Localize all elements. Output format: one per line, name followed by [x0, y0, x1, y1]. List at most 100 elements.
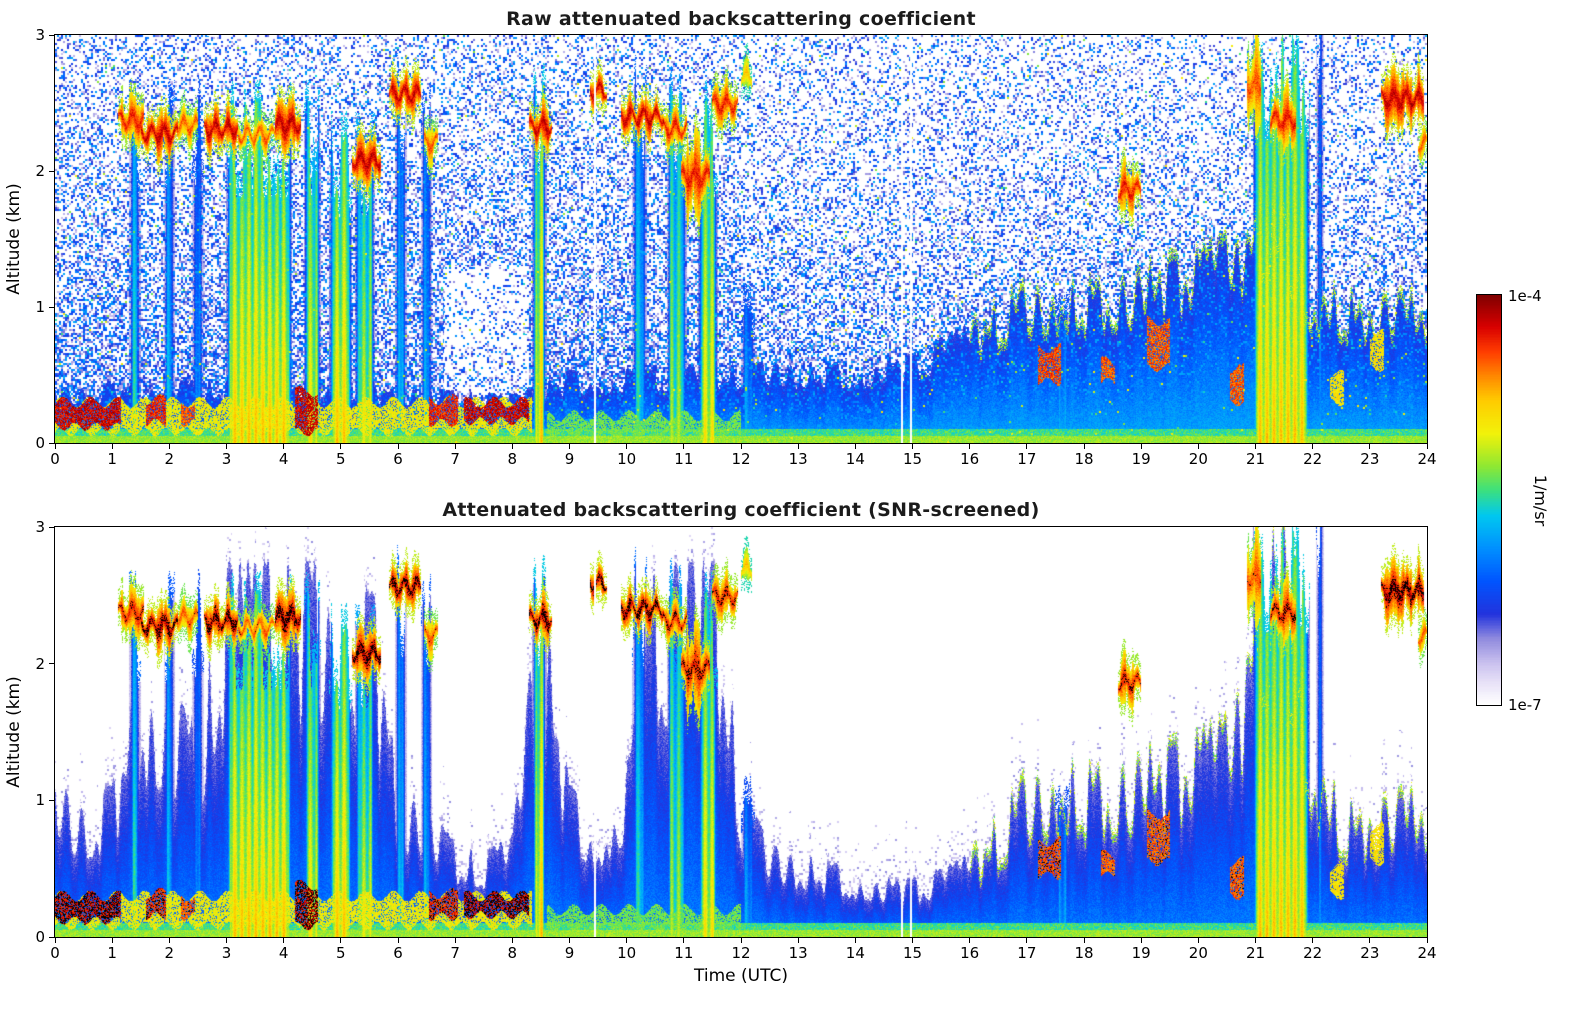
x-tick-label: 18	[1074, 450, 1094, 468]
x-tick-mark	[1026, 938, 1028, 943]
x-tick-label: 13	[788, 944, 808, 962]
x-tick-label: 22	[1303, 944, 1323, 962]
y-tick-mark	[49, 799, 54, 801]
x-tick-label: 2	[164, 944, 175, 962]
plot-area-screened	[54, 526, 1428, 938]
x-tick-label: 1	[107, 944, 117, 962]
x-tick-label: 4	[278, 944, 289, 962]
x-tick-label: 6	[393, 450, 403, 468]
y-tick-label: 0	[35, 928, 45, 946]
x-tick-mark	[1083, 444, 1085, 449]
x-tick-mark	[54, 444, 56, 449]
x-tick-label: 12	[731, 944, 751, 962]
x-tick-label: 16	[960, 450, 980, 468]
x-tick-label: 0	[50, 450, 60, 468]
x-tick-label: 23	[1360, 450, 1380, 468]
x-tick-label: 2	[164, 450, 175, 468]
x-tick-mark	[1197, 444, 1199, 449]
x-tick-mark	[1312, 938, 1314, 943]
x-tick-mark	[626, 938, 628, 943]
x-tick-mark	[454, 444, 456, 449]
x-tick-mark	[797, 938, 799, 943]
x-tick-mark	[283, 444, 285, 449]
x-tick-label: 10	[617, 944, 637, 962]
colorbar	[1476, 294, 1502, 706]
colorbar-gradient	[1477, 295, 1501, 705]
colorbar-unit-label-text: 1/m/sr	[1531, 474, 1551, 526]
x-axis-label: Time (UTC)	[694, 966, 788, 986]
x-tick-label: 7	[450, 944, 460, 962]
x-tick-mark	[740, 938, 742, 943]
y-tick-mark	[49, 663, 54, 665]
x-tick-mark	[1197, 938, 1199, 943]
x-tick-label: 8	[507, 944, 518, 962]
x-tick-mark	[511, 444, 513, 449]
y-tick-mark	[49, 442, 54, 444]
x-tick-mark	[511, 938, 513, 943]
x-tick-label: 4	[278, 450, 289, 468]
x-tick-label: 8	[507, 450, 518, 468]
x-tick-label: 3	[221, 450, 232, 468]
x-tick-mark	[226, 938, 227, 943]
x-tick-label: 12	[731, 450, 751, 468]
x-tick-mark	[1312, 444, 1314, 449]
x-tick-label: 7	[450, 450, 460, 468]
x-tick-mark	[969, 938, 971, 943]
x-tick-label: 13	[788, 450, 808, 468]
panel-title-raw: Raw attenuated backscattering coefficien…	[506, 8, 976, 30]
y-tick-mark	[49, 306, 54, 308]
colorbar-min-label: 1e-7	[1508, 696, 1542, 714]
x-tick-mark	[168, 938, 170, 943]
x-tick-mark	[111, 938, 113, 943]
x-tick-mark	[797, 444, 799, 449]
x-tick-label: 20	[1188, 944, 1208, 962]
x-tick-mark	[569, 938, 570, 943]
x-tick-label: 9	[564, 944, 575, 962]
x-tick-label: 24	[1417, 450, 1437, 468]
x-tick-label: 24	[1417, 944, 1437, 962]
heatmap-screened-canvas	[55, 527, 1427, 937]
x-tick-mark	[226, 444, 227, 449]
x-tick-label: 14	[845, 450, 865, 468]
y-tick-label: 3	[35, 518, 45, 536]
x-tick-label: 0	[50, 944, 60, 962]
x-tick-mark	[340, 444, 342, 449]
x-tick-mark	[283, 938, 285, 943]
x-tick-mark	[683, 938, 685, 943]
x-tick-mark	[1140, 444, 1142, 449]
x-tick-mark	[912, 444, 913, 449]
x-tick-label: 19	[1131, 450, 1151, 468]
x-tick-mark	[1083, 938, 1085, 943]
x-tick-mark	[168, 444, 170, 449]
x-tick-label: 3	[221, 944, 232, 962]
x-tick-mark	[397, 444, 399, 449]
x-tick-label: 6	[393, 944, 403, 962]
plot-area-raw	[54, 34, 1428, 444]
x-tick-label: 11	[674, 944, 694, 962]
x-tick-mark	[1255, 938, 1256, 943]
x-tick-mark	[454, 938, 456, 943]
x-tick-label: 17	[1017, 944, 1037, 962]
x-tick-label: 21	[1245, 450, 1266, 468]
x-tick-mark	[569, 444, 570, 449]
x-tick-label: 14	[845, 944, 865, 962]
x-tick-mark	[111, 444, 113, 449]
x-tick-mark	[1140, 938, 1142, 943]
x-tick-mark	[1255, 444, 1256, 449]
y-tick-mark	[49, 936, 54, 938]
y-axis-label-raw: Altitude (km)	[2, 35, 26, 443]
x-tick-label: 11	[674, 450, 694, 468]
x-tick-label: 21	[1245, 944, 1266, 962]
x-tick-label: 10	[617, 450, 637, 468]
x-tick-label: 19	[1131, 944, 1151, 962]
x-tick-mark	[397, 938, 399, 943]
x-tick-mark	[1426, 444, 1428, 449]
y-tick-mark	[49, 34, 54, 36]
x-tick-label: 5	[336, 944, 346, 962]
x-tick-label: 17	[1017, 450, 1037, 468]
x-tick-mark	[626, 444, 628, 449]
x-tick-mark	[683, 444, 685, 449]
colorbar-max-label: 1e-4	[1508, 287, 1542, 305]
x-tick-mark	[912, 938, 913, 943]
